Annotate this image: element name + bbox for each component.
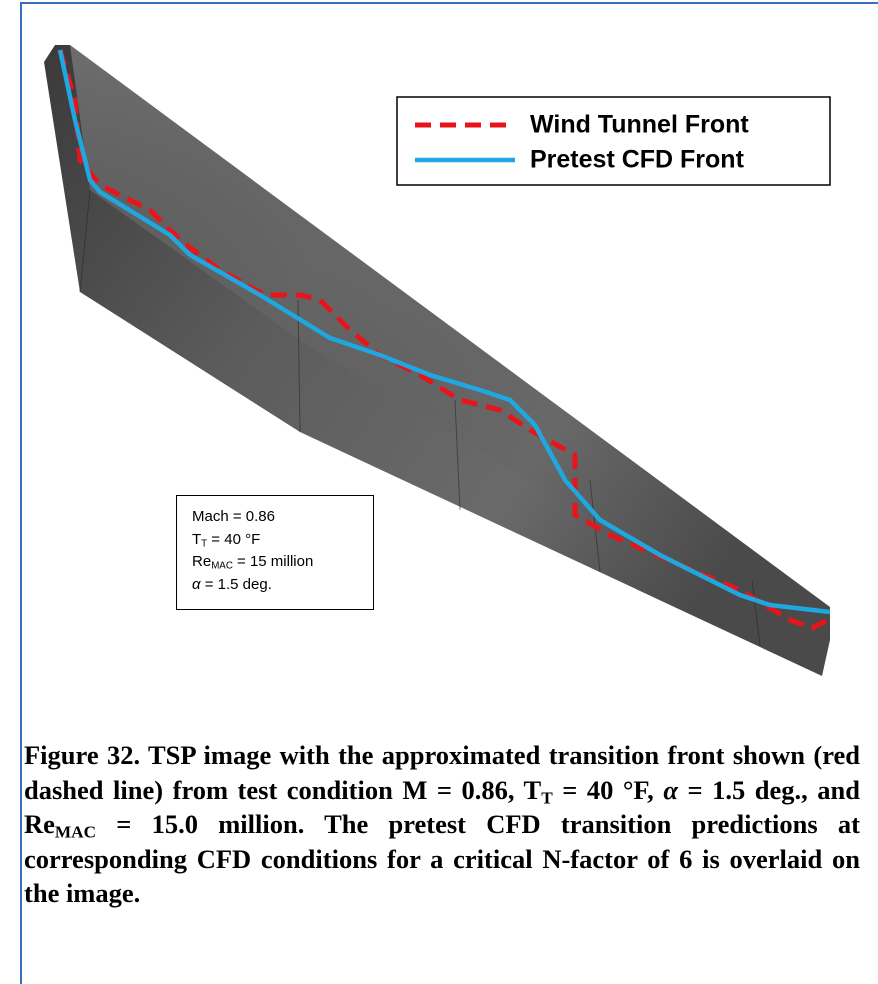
- condition-text: = 15 million: [233, 553, 313, 570]
- caption-text: = 15.0 million. The pretest CFD transiti…: [24, 809, 860, 908]
- condition-line: α = 1.5 deg.: [192, 574, 373, 597]
- condition-text: T: [192, 531, 201, 548]
- caption-text: MAC: [55, 822, 96, 841]
- page: Wind Tunnel Front Pretest CFD Front Mach…: [0, 0, 878, 984]
- condition-line: ReMAC = 15 million: [192, 551, 373, 574]
- legend-entry: Wind Tunnel Front: [530, 111, 749, 139]
- condition-text: = 40 °F: [207, 531, 260, 548]
- condition-text: Re: [192, 553, 211, 570]
- condition-text: = 1.5 deg.: [201, 576, 272, 593]
- caption-text: α: [663, 775, 678, 805]
- figure-image: Wind Tunnel Front Pretest CFD Front: [0, 0, 878, 730]
- condition-text: MAC: [211, 560, 233, 571]
- caption-text: = 40 °F,: [553, 775, 664, 805]
- condition-line: Mach = 0.86: [192, 506, 373, 529]
- condition-text: Mach = 0.86: [192, 508, 275, 525]
- caption-text: T: [541, 788, 553, 807]
- condition-line: TT = 40 °F: [192, 529, 373, 552]
- condition-text: α: [192, 576, 201, 593]
- legend-entry: Pretest CFD Front: [530, 146, 745, 174]
- figure-caption: Figure 32. TSP image with the approximat…: [24, 738, 860, 911]
